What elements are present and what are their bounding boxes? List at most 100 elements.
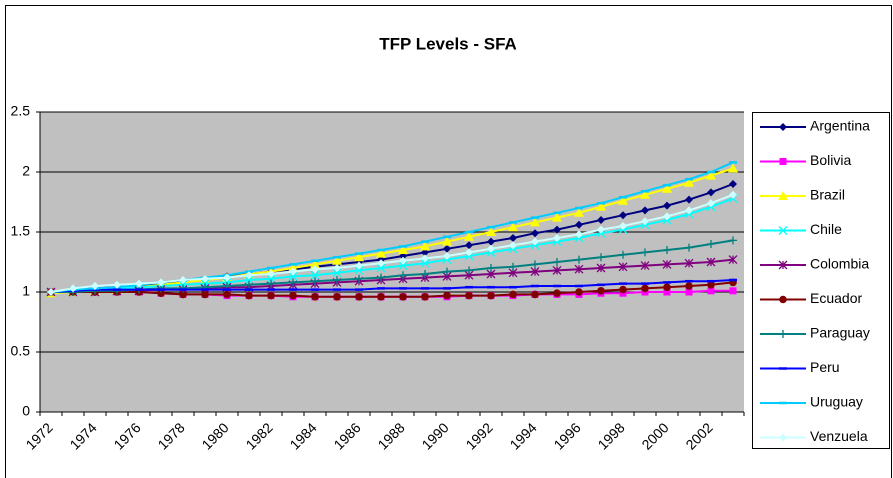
marker: [663, 288, 671, 296]
marker: [663, 212, 671, 221]
marker: [619, 285, 627, 294]
marker: [201, 274, 209, 283]
marker: [641, 206, 649, 215]
marker: [332, 268, 342, 278]
legend-label: Chile: [810, 221, 842, 237]
marker: [420, 258, 430, 268]
marker: [420, 241, 430, 251]
marker: [289, 291, 297, 300]
series-line: [50, 193, 734, 293]
marker: [354, 265, 364, 275]
marker: [618, 262, 628, 272]
marker: [157, 278, 165, 287]
marker: [619, 250, 627, 259]
marker: [729, 180, 737, 188]
legend-label: Colombia: [810, 256, 869, 272]
marker: [574, 207, 584, 217]
marker: [552, 212, 562, 222]
marker: [311, 265, 319, 274]
marker: [69, 284, 77, 293]
marker: [442, 236, 452, 246]
marker: [574, 264, 584, 274]
y-tick-label: 1.5: [11, 223, 31, 239]
marker: [509, 290, 517, 299]
marker: [289, 278, 297, 287]
marker: [597, 287, 605, 295]
marker: [618, 195, 628, 205]
marker: [575, 230, 583, 239]
marker: [553, 289, 561, 298]
legend-label: Paraguay: [810, 325, 870, 341]
marker: [486, 227, 496, 236]
marker: [640, 189, 650, 199]
marker: [487, 244, 495, 253]
marker: [684, 258, 694, 268]
marker: [575, 288, 583, 296]
marker: [685, 206, 693, 215]
marker: [729, 190, 737, 199]
legend-label: Ecuador: [810, 290, 862, 306]
marker: [596, 201, 606, 211]
marker: [443, 267, 451, 276]
marker: [376, 248, 386, 258]
marker: [685, 195, 693, 204]
legend-box: [752, 112, 890, 449]
marker: [685, 243, 693, 252]
marker: [685, 288, 693, 296]
marker: [399, 256, 407, 265]
marker: [575, 255, 583, 264]
legend-label: Uruguay: [810, 394, 863, 410]
marker: [707, 281, 715, 289]
marker: [729, 287, 737, 295]
marker: [266, 274, 276, 284]
marker: [729, 236, 737, 245]
marker: [443, 252, 451, 260]
marker: [267, 270, 275, 278]
marker: [47, 288, 55, 296]
series-line: [50, 167, 734, 295]
marker: [376, 263, 386, 273]
marker: [245, 291, 253, 300]
marker: [597, 253, 605, 262]
marker: [728, 163, 738, 173]
marker: [443, 244, 451, 253]
marker: [465, 241, 473, 250]
marker: [575, 220, 583, 229]
marker: [465, 266, 473, 275]
marker: [157, 289, 165, 298]
marker: [443, 291, 451, 300]
marker: [487, 264, 495, 272]
marker: [706, 257, 716, 267]
marker: [179, 290, 187, 299]
marker: [398, 261, 408, 271]
marker: [663, 246, 671, 254]
marker: [355, 293, 363, 301]
marker: [778, 191, 788, 200]
marker: [619, 211, 627, 220]
marker: [377, 293, 385, 301]
marker: [267, 279, 275, 288]
marker: [684, 177, 694, 187]
marker: [553, 225, 561, 234]
marker: [245, 280, 253, 289]
marker: [779, 433, 787, 442]
marker: [465, 248, 473, 257]
marker: [531, 290, 539, 299]
marker: [552, 265, 562, 275]
marker: [201, 290, 209, 299]
marker: [310, 259, 320, 269]
marker: [553, 258, 561, 266]
marker: [333, 264, 341, 272]
marker: [355, 274, 363, 283]
marker: [640, 261, 650, 271]
y-tick-label: 2: [22, 163, 30, 179]
marker: [310, 270, 320, 280]
marker: [332, 255, 342, 265]
marker: [91, 282, 99, 290]
marker: [778, 226, 788, 235]
marker: [244, 275, 254, 285]
y-tick-label: 0.5: [11, 343, 31, 359]
marker: [530, 267, 540, 277]
marker: [398, 245, 408, 254]
